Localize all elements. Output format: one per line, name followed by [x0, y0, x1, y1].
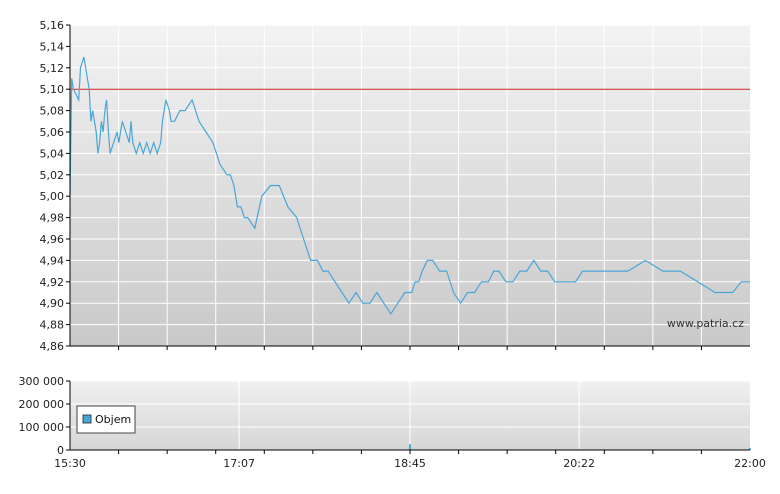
- price-y-tick-label: 5,04: [40, 147, 65, 160]
- price-y-tick-label: 4,94: [40, 254, 65, 267]
- volume-y-tick-label: 300 000: [19, 375, 65, 388]
- price-series-line: [69, 56, 750, 315]
- price-grid: [70, 24, 750, 347]
- x-tick-label: 20:22: [563, 457, 595, 470]
- price-y-ticks: 5,16 5,14 5,12 5,10 5,08 5,06 5,04 5,02 5,00 4,98…: [40, 19, 70, 353]
- x-tick-label: 22:00: [734, 457, 766, 470]
- price-y-tick-label: 5,16: [40, 19, 65, 32]
- price-y-tick-label: 4,96: [40, 233, 65, 246]
- price-y-tick-label: 5,12: [40, 62, 65, 75]
- x-tick-label: 17:07: [223, 457, 255, 470]
- price-y-tick-label: 4,90: [40, 297, 65, 310]
- volume-x-ticks: 15:30 17:07 18:45 20:22 22:00: [54, 450, 766, 470]
- watermark: www.patria.cz: [667, 317, 744, 330]
- volume-y-ticks: 300 000 200 000 100 000 0: [19, 375, 70, 457]
- volume-y-tick-label: 0: [57, 444, 64, 457]
- price-y-tick-label: 5,02: [40, 169, 65, 182]
- x-tick-label: 15:30: [54, 457, 86, 470]
- price-y-tick-label: 4,98: [40, 212, 65, 225]
- volume-legend: Objem: [76, 405, 136, 434]
- legend-swatch: [82, 414, 92, 424]
- price-x-ticks: [118, 346, 702, 350]
- volume-y-tick-label: 200 000: [19, 398, 65, 411]
- volume-y-tick-label: 100 000: [19, 421, 65, 434]
- price-y-tick-label: 4,88: [40, 319, 65, 332]
- volume-bar: [749, 448, 751, 450]
- price-y-tick-label: 4,92: [40, 276, 65, 289]
- volume-bar: [409, 444, 411, 450]
- price-y-tick-label: 5,08: [40, 105, 65, 118]
- price-y-tick-label: 4,86: [40, 340, 65, 353]
- price-y-tick-label: 5,14: [40, 40, 65, 53]
- x-tick-label: 18:45: [394, 457, 426, 470]
- price-y-tick-label: 5,10: [40, 83, 65, 96]
- price-y-tick-label: 5,00: [40, 190, 65, 203]
- legend-label: Objem: [95, 413, 131, 426]
- price-y-tick-label: 5,06: [40, 126, 65, 139]
